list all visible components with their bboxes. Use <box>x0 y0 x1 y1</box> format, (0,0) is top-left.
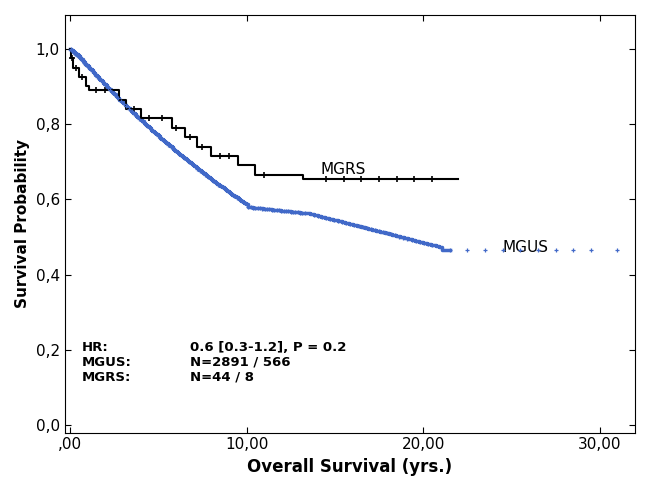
Text: HR:
MGUS:
MGRS:: HR: MGUS: MGRS: <box>82 341 132 383</box>
X-axis label: Overall Survival (yrs.): Overall Survival (yrs.) <box>247 458 452 476</box>
Text: MGUS: MGUS <box>502 240 549 255</box>
Text: 0.6 [0.3-1.2], P = 0.2
N=2891 / 566
N=44 / 8: 0.6 [0.3-1.2], P = 0.2 N=2891 / 566 N=44… <box>190 341 346 383</box>
Text: MGRS: MGRS <box>320 162 366 177</box>
Y-axis label: Survival Probability: Survival Probability <box>15 139 30 308</box>
